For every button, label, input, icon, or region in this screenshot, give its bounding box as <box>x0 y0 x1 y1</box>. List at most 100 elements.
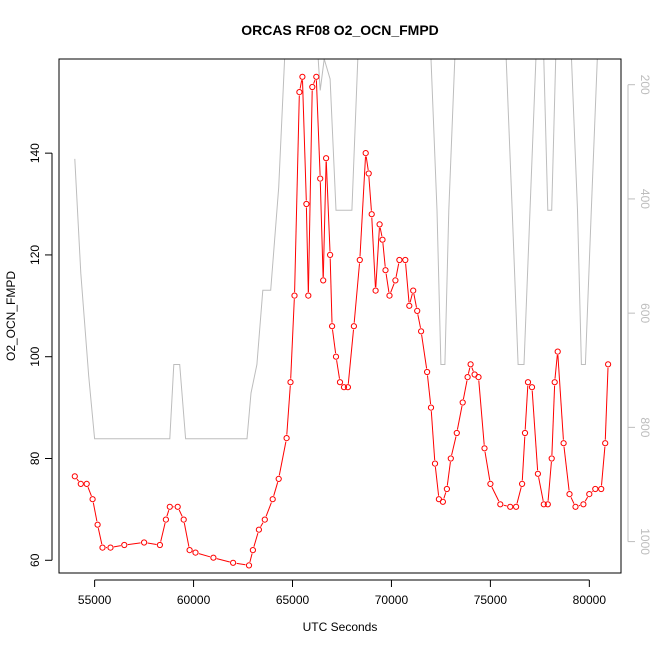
y-axis-left: 60 80 100 120 140 <box>28 143 53 567</box>
primary-series-segment <box>265 502 272 517</box>
data-point <box>356 256 363 264</box>
data-point <box>255 526 262 533</box>
data-point <box>332 353 340 360</box>
data-point <box>464 374 471 381</box>
primary-series-segment <box>273 482 279 496</box>
data-point <box>344 384 351 391</box>
primary-series-segment <box>325 161 331 252</box>
data-point <box>602 440 609 447</box>
y-tick-label: 80 <box>28 452 42 466</box>
primary-series-layer <box>71 73 612 569</box>
data-point <box>327 251 334 258</box>
primary-series-segment <box>446 461 451 486</box>
primary-series-segment <box>113 545 121 548</box>
primary-series-segment <box>305 207 309 293</box>
data-point <box>296 89 303 96</box>
primary-series-segment <box>294 95 300 293</box>
primary-series-segment <box>160 522 166 542</box>
x-axis-label: UTC Seconds <box>303 620 378 634</box>
primary-series-segment <box>319 182 324 277</box>
data-point <box>524 379 532 386</box>
data-point <box>365 170 372 177</box>
data-point <box>528 384 536 391</box>
data-point <box>186 547 193 554</box>
data-point <box>534 470 542 477</box>
x-tick-label: 55000 <box>78 593 112 607</box>
primary-series-segment <box>178 509 183 517</box>
x-tick-label: 60000 <box>177 593 211 607</box>
data-point <box>99 544 106 551</box>
data-point <box>592 485 599 493</box>
y-axis-right: 200 400 600 800 1000 <box>627 75 650 555</box>
primary-series-segment <box>166 510 170 517</box>
data-point <box>83 480 90 487</box>
y-axis-label: O2_OCN_FMPD <box>4 271 18 361</box>
primary-series-segment <box>484 451 491 481</box>
primary-series-segment <box>443 492 447 499</box>
data-point <box>443 485 450 493</box>
data-point <box>299 73 306 80</box>
data-point <box>121 541 128 549</box>
x-tick-label: 65000 <box>276 593 310 607</box>
data-point <box>317 175 324 182</box>
data-point <box>192 549 199 556</box>
data-point <box>245 562 253 569</box>
data-point <box>210 554 217 561</box>
primary-series-segment <box>467 367 471 374</box>
data-point <box>418 328 425 335</box>
primary-series-segment <box>456 405 463 430</box>
data-point <box>566 491 573 498</box>
primary-series-segment <box>547 461 552 501</box>
primary-series-segment <box>249 553 253 563</box>
primary-series-segment <box>584 496 589 502</box>
primary-series-segment <box>604 367 609 440</box>
primary-series-segment <box>591 490 593 493</box>
data-point <box>507 503 514 510</box>
data-point <box>362 150 369 157</box>
primary-series-segment <box>563 446 570 491</box>
data-point <box>340 384 348 391</box>
primary-series-segment <box>371 217 376 288</box>
data-point <box>586 491 593 498</box>
primary-series-segment <box>379 227 383 237</box>
data-point <box>424 368 431 376</box>
data-point <box>309 83 316 91</box>
primary-series-segment <box>382 243 386 267</box>
data-point <box>513 503 520 510</box>
data-point <box>379 236 386 243</box>
data-point <box>275 475 282 482</box>
plot-frame <box>58 58 622 574</box>
data-point <box>497 501 504 508</box>
data-point <box>261 516 268 523</box>
y-tick-label: 120 <box>28 245 42 265</box>
primary-series-segment <box>417 314 421 328</box>
primary-series-segment <box>390 283 395 293</box>
primary-series-segment <box>516 487 522 504</box>
data-point <box>447 455 454 462</box>
data-point <box>540 501 547 508</box>
y-tick-label: 140 <box>28 143 42 163</box>
y2-tick-label: 400 <box>638 189 650 209</box>
primary-series-segment <box>538 477 544 501</box>
data-point <box>156 541 163 549</box>
primary-series-segment <box>353 263 360 323</box>
primary-series-segment <box>409 293 413 303</box>
primary-series-segment <box>375 227 380 288</box>
primary-series-segment <box>601 446 606 486</box>
primary-series-segment <box>557 355 564 440</box>
data-point <box>141 539 148 546</box>
primary-series-segment <box>307 90 313 293</box>
data-point <box>519 480 526 487</box>
primary-series-segment <box>76 478 79 482</box>
primary-series-segment <box>347 329 354 384</box>
primary-series-segment <box>290 299 295 379</box>
primary-series-segment <box>554 355 558 379</box>
data-point <box>323 155 330 162</box>
primary-series-segment <box>521 436 526 481</box>
data-point <box>580 501 587 508</box>
data-point <box>402 256 409 264</box>
data-point <box>283 435 290 442</box>
primary-series-segment <box>302 80 307 201</box>
